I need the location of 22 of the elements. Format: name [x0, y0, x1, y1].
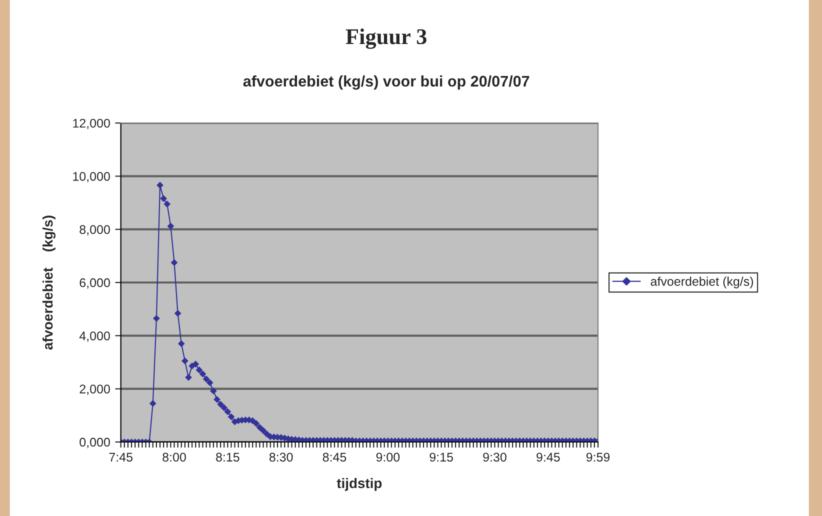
y-tick-label: 6,000	[80, 278, 110, 289]
y-tick-label: 2,000	[80, 384, 110, 395]
chart-subtitle: afvoerdebiet (kg/s) voor bui op 20/07/07	[243, 75, 530, 90]
y-axis-title: afvoerdebiet (kg/s)	[42, 216, 56, 350]
y-tick-label: 0,000	[80, 438, 110, 448]
x-tick-label: 8:15	[216, 452, 240, 462]
y-tick-label: 10,000	[73, 172, 110, 182]
x-tick-label: 9:15	[430, 452, 453, 462]
x-tick-label: 9:30	[483, 452, 506, 462]
x-tick-label: 8:00	[162, 452, 186, 462]
chart-title: Figuur 3	[346, 28, 426, 49]
legend-label: afvoerdebiet (kg/s)	[650, 276, 754, 288]
y-tick-label: 4,000	[79, 331, 110, 342]
x-tick-label: 9:59	[586, 452, 610, 462]
y-tick-label: 12,000	[73, 118, 110, 130]
x-tick-label: 9:00	[376, 452, 400, 462]
x-tick-label: 7:45	[109, 452, 132, 462]
x-tick-label: 9:45	[536, 452, 560, 462]
x-axis-title: tijdstip	[336, 478, 382, 491]
x-tick-label: 8:30	[269, 452, 293, 462]
x-tick-label: 8:45	[322, 452, 346, 462]
y-tick-label: 8,000	[80, 225, 110, 236]
